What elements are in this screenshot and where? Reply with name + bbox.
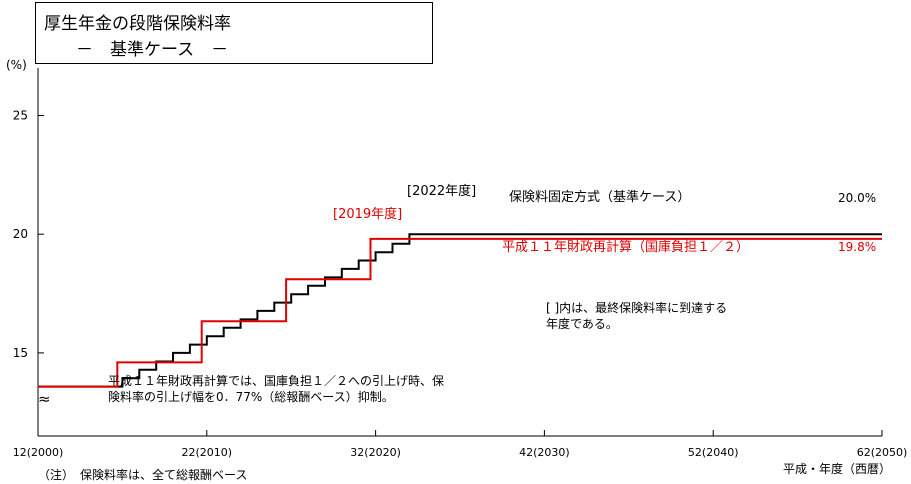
recalc-note-line1: 平成１１年財政再計算では、国庫負担１／２への引上げ時、保 bbox=[108, 374, 445, 388]
x-tick-label: 62(2050) bbox=[857, 446, 908, 459]
y-tick-label: 25 bbox=[13, 108, 28, 122]
chart-title: 厚生年金の段階保険料率 bbox=[44, 14, 231, 34]
bracket-note-line1: [ ]内は、最終保険料率に到達する bbox=[546, 301, 728, 315]
value-label-recalc: 19.8% bbox=[838, 240, 877, 254]
series-label-recalc: 平成１１年財政再計算（国庫負担１／２） bbox=[502, 240, 750, 255]
x-tick-label: 42(2030) bbox=[519, 446, 570, 459]
series-line-fixed bbox=[38, 233, 882, 388]
x-tick-label: 32(2020) bbox=[350, 446, 401, 459]
chart-title-box: 厚生年金の段階保険料率 － 基準ケース － bbox=[35, 2, 433, 64]
annotation-2019: [2019年度] bbox=[333, 207, 403, 222]
series-label-fixed: 保険料固定方式（基準ケース） bbox=[509, 190, 691, 205]
footnote: （注） 保険料率は、全て総報酬ベース bbox=[38, 468, 248, 482]
x-axis-title: 平成・年度（西暦） bbox=[783, 462, 892, 476]
bracket-note-line2: 年度である。 bbox=[546, 317, 618, 331]
recalc-note-line2: 険料率の引上げ幅を0．77%（総報酬ベース）抑制。 bbox=[108, 390, 394, 404]
value-label-fixed: 20.0% bbox=[838, 191, 877, 205]
axis-break-symbol: ≈ bbox=[38, 390, 51, 408]
x-tick-label: 12(2000) bbox=[13, 446, 64, 459]
series-line-recalc bbox=[38, 237, 882, 388]
y-unit-label: (%) bbox=[6, 58, 27, 72]
y-tick-label: 15 bbox=[13, 346, 28, 360]
x-tick-label: 22(2010) bbox=[182, 446, 233, 459]
y-tick-label: 20 bbox=[13, 227, 28, 241]
annotation-2022: [2022年度] bbox=[407, 184, 477, 199]
x-tick-label: 52(2040) bbox=[688, 446, 739, 459]
chart-subtitle: － 基準ケース － bbox=[76, 40, 229, 60]
